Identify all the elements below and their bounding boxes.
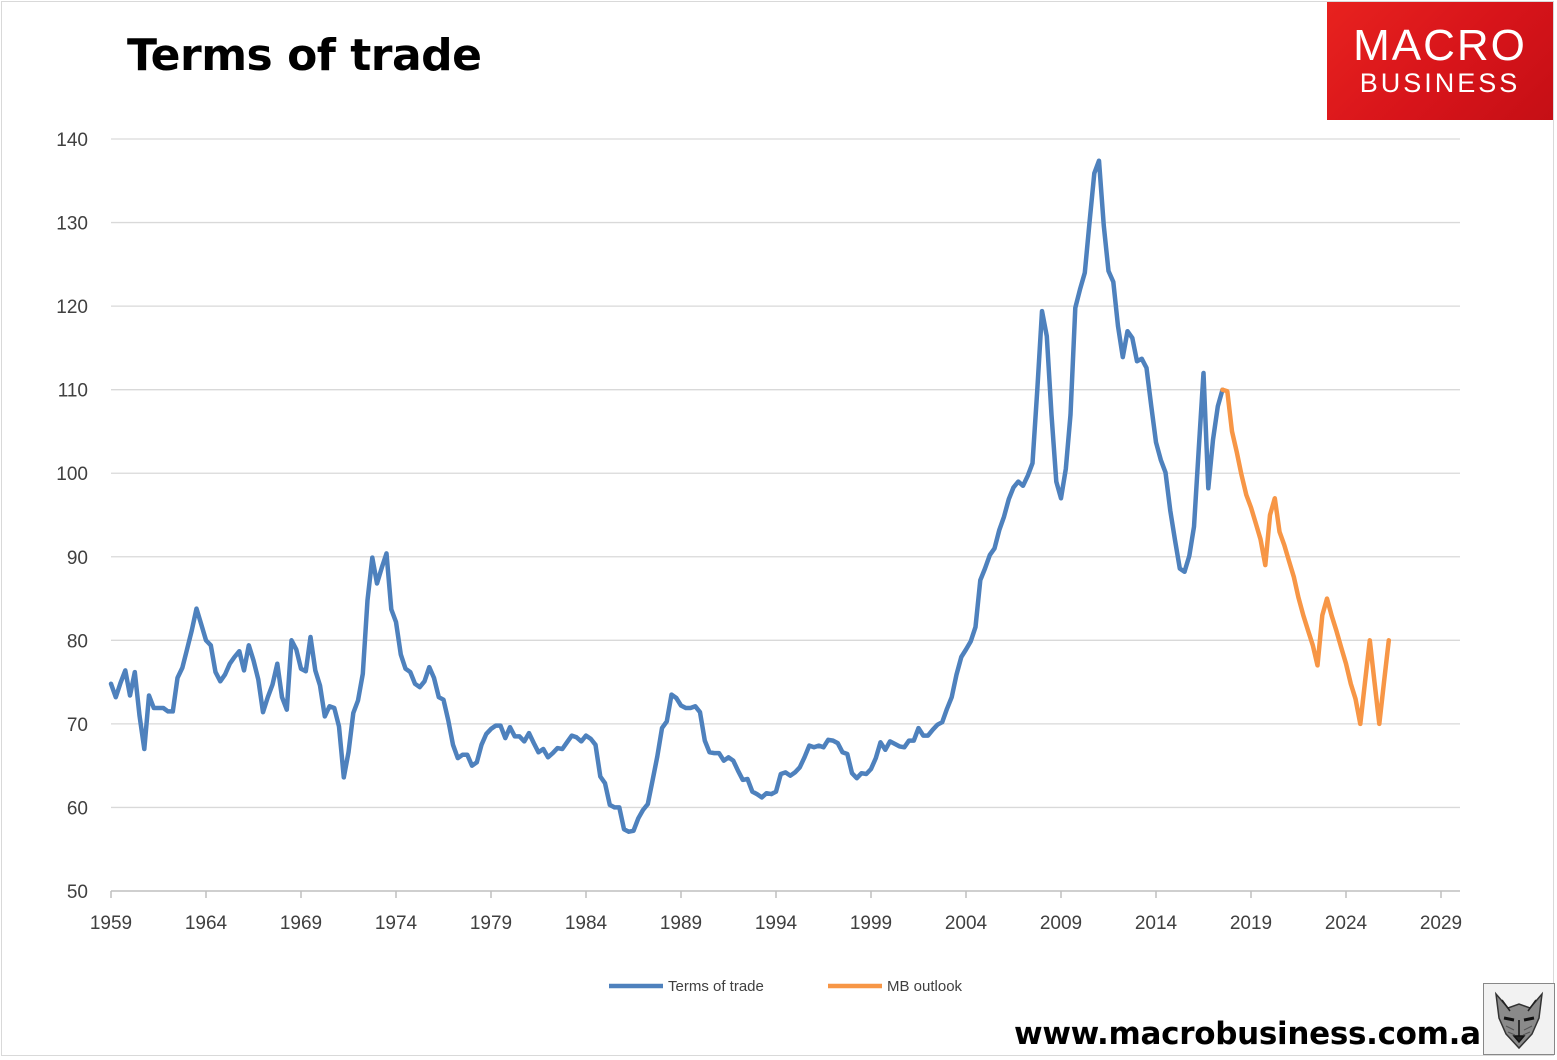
x-tick-label: 2009 bbox=[1040, 913, 1082, 934]
x-tick-label: 2019 bbox=[1230, 913, 1272, 934]
chart-title: Terms of trade bbox=[127, 30, 482, 81]
y-tick-label: 80 bbox=[67, 631, 88, 652]
y-axis-ticks: 140 130 120 110 100 90 80 70 60 50 bbox=[56, 130, 88, 903]
x-tick-label: 1969 bbox=[280, 913, 322, 934]
x-tick-label: 1959 bbox=[90, 913, 132, 934]
y-tick-label: 140 bbox=[56, 130, 88, 151]
y-tick-label: 70 bbox=[67, 715, 88, 736]
series-line-mb-outlook bbox=[1220, 387, 1392, 727]
y-tick-label: 50 bbox=[67, 882, 88, 903]
x-tick-label: 1989 bbox=[660, 913, 702, 934]
x-tick-label: 1964 bbox=[185, 913, 228, 934]
series-lines bbox=[108, 158, 1392, 834]
x-tick-label: 2004 bbox=[945, 913, 988, 934]
x-tick-label: 1994 bbox=[755, 913, 798, 934]
website-url[interactable]: www.macrobusiness.com.au bbox=[1014, 1016, 1503, 1052]
y-tick-label: 90 bbox=[67, 548, 88, 569]
y-tick-label: 130 bbox=[56, 214, 88, 235]
y-tick-label: 60 bbox=[67, 798, 88, 819]
x-tick-label: 1984 bbox=[565, 913, 608, 934]
legend-label: Terms of trade bbox=[668, 978, 764, 995]
y-tick-label: 100 bbox=[56, 464, 88, 485]
wolf-mascot-icon bbox=[1483, 983, 1555, 1055]
x-tick-label: 2029 bbox=[1420, 913, 1462, 934]
gridlines bbox=[111, 138, 1460, 809]
x-axis-ticks: 1959 1964 1969 1974 1979 1984 1989 1994 1999 2004… bbox=[90, 891, 1462, 934]
x-tick-label: 1974 bbox=[375, 913, 418, 934]
logo-line-2: BUSINESS bbox=[1359, 68, 1521, 98]
x-tick-label: 1999 bbox=[850, 913, 892, 934]
y-tick-label: 110 bbox=[58, 381, 88, 402]
x-tick-label: 2024 bbox=[1325, 913, 1368, 934]
x-tick-label: 1979 bbox=[470, 913, 512, 934]
y-tick-label: 120 bbox=[56, 297, 88, 318]
macrobusiness-logo: MACRO BUSINESS bbox=[1327, 2, 1553, 120]
x-tick-label: 2014 bbox=[1135, 913, 1178, 934]
logo-line-1: MACRO bbox=[1353, 21, 1527, 70]
legend: Terms of trade MB outlook bbox=[609, 978, 963, 995]
legend-label: MB outlook bbox=[887, 978, 963, 995]
series-line-terms-of-trade bbox=[108, 158, 1225, 834]
